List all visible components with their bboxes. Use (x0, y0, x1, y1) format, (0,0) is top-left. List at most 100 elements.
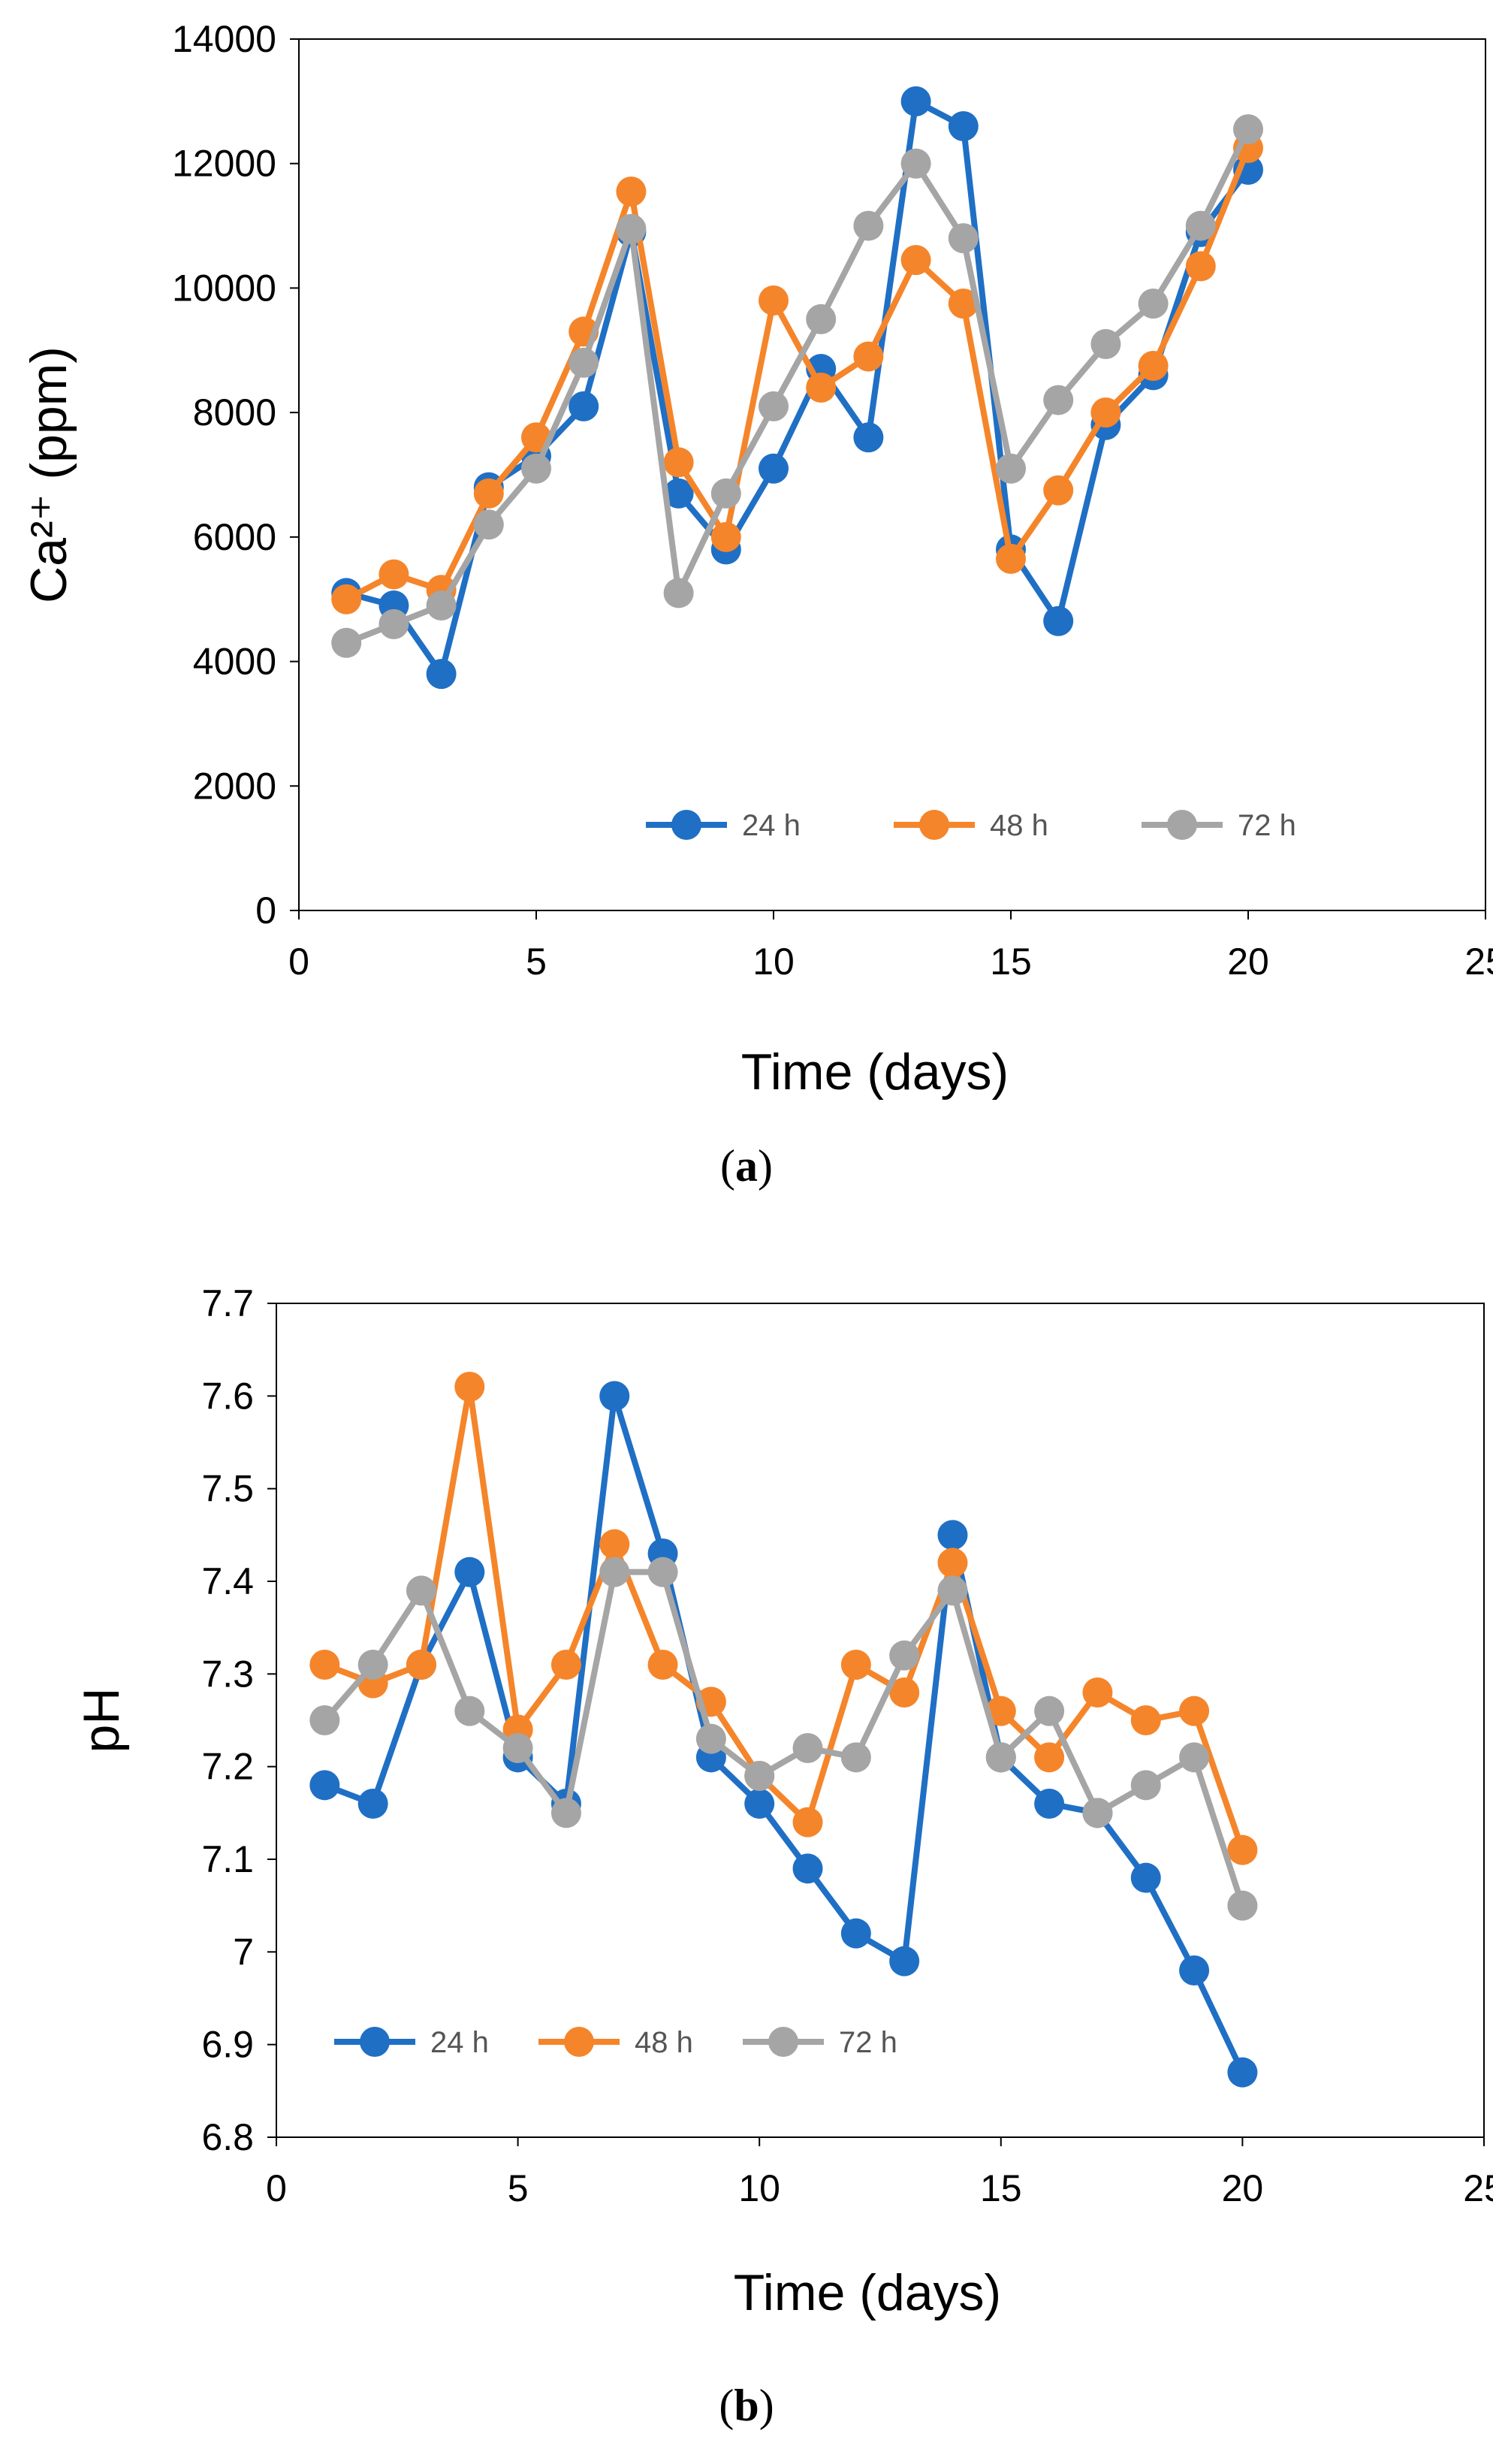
x-tick-label: 5 (508, 2167, 529, 2209)
legend-item: 72 h (743, 2026, 897, 2059)
y-tick-label: 7.5 (201, 1468, 254, 1510)
y-tick-label: 7.1 (201, 1838, 254, 1880)
x-tick-label: 10 (753, 941, 795, 983)
legend-marker (360, 2027, 390, 2057)
data-point (357, 1789, 388, 1819)
y-tick-label: 0 (255, 889, 276, 932)
data-point (599, 1529, 630, 1560)
legend-label: 48 h (990, 809, 1048, 842)
data-point (889, 1640, 920, 1671)
data-point (309, 1770, 340, 1801)
data-point (473, 509, 504, 540)
data-point (1179, 1696, 1210, 1726)
data-point (1233, 114, 1263, 145)
data-point (1130, 1862, 1161, 1893)
data-point (1090, 397, 1121, 428)
data-point (710, 521, 741, 552)
legend-marker (1167, 810, 1197, 840)
data-point (759, 285, 789, 316)
data-point (1034, 1696, 1065, 1726)
x-tick-label: 20 (1222, 2167, 1264, 2209)
data-point (985, 1696, 1016, 1726)
data-point (937, 1520, 968, 1551)
data-point (806, 373, 837, 403)
data-point (985, 1742, 1016, 1773)
data-point (792, 1733, 823, 1763)
legend: 24 h 48 h 72 h (334, 2026, 897, 2059)
data-point (853, 422, 884, 453)
data-point (1090, 329, 1121, 359)
data-point (1227, 1890, 1258, 1921)
data-point (550, 1650, 581, 1680)
y-tick-label: 8000 (193, 391, 276, 433)
data-point (1185, 251, 1216, 282)
data-point (454, 1557, 485, 1587)
data-point (1179, 1955, 1210, 1985)
data-point (663, 578, 694, 608)
data-point (473, 478, 504, 509)
x-axis-title: Time (days) (734, 2264, 1001, 2321)
data-point (1043, 605, 1074, 636)
chart-a: 0 2000 4000 6000 8000 10000 12000 14000 0 5 10 15 20… (20, 18, 1493, 1191)
data-point (1130, 1705, 1161, 1735)
data-point (521, 453, 551, 484)
data-point (840, 1742, 871, 1773)
data-point (550, 1798, 581, 1828)
data-point (948, 223, 979, 254)
data-point (792, 1853, 823, 1884)
data-point (599, 1557, 630, 1587)
data-point (454, 1372, 485, 1402)
data-point (948, 288, 979, 319)
x-tick-label: 0 (288, 941, 309, 983)
data-point (647, 1650, 678, 1680)
data-point (1179, 1742, 1210, 1773)
data-point (1034, 1742, 1065, 1773)
data-point (454, 1696, 485, 1726)
data-point (695, 1723, 726, 1754)
y-tick-label: 7.7 (201, 1282, 254, 1324)
legend-label: 72 h (1238, 809, 1296, 842)
data-point (616, 177, 647, 207)
panel-label: (b) (719, 2381, 774, 2430)
data-point (1043, 475, 1074, 506)
data-point (647, 1557, 678, 1587)
data-point (1185, 210, 1216, 241)
y-tick-label: 6.8 (201, 2116, 254, 2158)
data-point (996, 453, 1026, 484)
x-tick-label: 10 (738, 2167, 780, 2209)
legend-marker (768, 2027, 798, 2057)
y-axis-title: pH (73, 1688, 130, 1753)
y-tick-label: 7 (233, 1931, 254, 1973)
data-point (710, 478, 741, 509)
data-point (840, 1918, 871, 1949)
data-point (1138, 351, 1169, 381)
data-point (1082, 1677, 1113, 1708)
legend-item: 48 h (894, 809, 1048, 842)
legend-item: 24 h (646, 809, 801, 842)
data-point (806, 303, 837, 334)
x-tick-label: 5 (526, 941, 547, 983)
legend-label: 24 h (430, 2026, 489, 2059)
chart-b: 6.8 6.9 7 7.1 7.2 7.3 7.4 7.5 7.6 7.7 0 5 10 15 20 25 Ti… (73, 1282, 1493, 2430)
y-tick-label: 14000 (172, 18, 276, 60)
y-tick-label: 7.4 (201, 1560, 254, 1602)
data-point (1034, 1789, 1065, 1819)
data-point (406, 1650, 436, 1680)
data-point (426, 590, 457, 621)
x-axis-title: Time (days) (741, 1043, 1009, 1101)
data-point (937, 1548, 968, 1578)
data-point (900, 245, 931, 276)
data-point (792, 1807, 823, 1837)
series-72h (309, 1557, 1258, 1921)
legend-label: 72 h (839, 2026, 897, 2059)
data-point (569, 347, 599, 378)
data-point (331, 584, 362, 614)
data-point (853, 210, 884, 241)
data-point (379, 559, 409, 590)
x-tick-label: 20 (1227, 941, 1269, 983)
data-point (663, 478, 694, 509)
data-point (759, 453, 789, 484)
data-point (357, 1650, 388, 1680)
data-point (309, 1650, 340, 1680)
data-point (1138, 288, 1169, 319)
